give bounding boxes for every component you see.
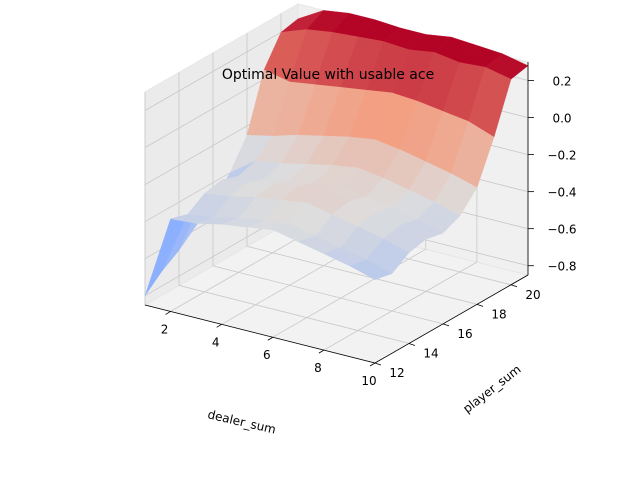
y-tick-label: 18 [491, 307, 506, 321]
y-axis-line [374, 274, 529, 364]
x-tick [369, 362, 376, 367]
z-tick-label: −0.6 [547, 223, 576, 237]
x-tick [267, 336, 273, 341]
x-tick-label: 6 [263, 348, 271, 362]
surface-facet [348, 259, 393, 280]
x-tick [165, 311, 171, 315]
y-tick [442, 323, 450, 327]
z-tick-label: −0.2 [547, 149, 576, 163]
x-axis-line [144, 304, 376, 364]
surface [144, 9, 529, 296]
tick-labels: 2 4 6 8 10 12 14 16 18 20 0.2 0.0 −0.2 −0.4 −0.6 −0.8 [161, 75, 577, 388]
y-tick-label: 16 [457, 327, 472, 341]
axis-lines [144, 62, 534, 367]
y-tick-label: 20 [525, 288, 540, 302]
x-tick-label: 10 [361, 374, 376, 388]
x-tick-label: 2 [161, 322, 169, 336]
y-tick [510, 284, 518, 288]
y-grid-line [178, 72, 410, 344]
x-tick-label: 4 [212, 335, 220, 349]
z-tick-label: 0.2 [552, 75, 571, 89]
y-tick-label: 14 [423, 346, 438, 360]
y-axis-label: player_sum [460, 362, 523, 416]
x-tick [318, 349, 325, 354]
y-tick [408, 343, 416, 346]
y-tick-label: 12 [389, 366, 404, 380]
z-tick-label: −0.8 [547, 260, 576, 274]
x-tick-label: 8 [314, 361, 322, 375]
chart-title: Optimal Value with usable ace [222, 67, 434, 83]
y-tick [374, 362, 382, 366]
y-grid-line [212, 52, 444, 325]
y-tick [476, 303, 484, 307]
x-axis-label: dealer_sum [206, 407, 277, 436]
x-tick [216, 323, 222, 328]
y-grid-line [246, 33, 478, 305]
z-tick-label: −0.4 [547, 186, 576, 200]
z-tick-label: 0.0 [552, 112, 571, 126]
